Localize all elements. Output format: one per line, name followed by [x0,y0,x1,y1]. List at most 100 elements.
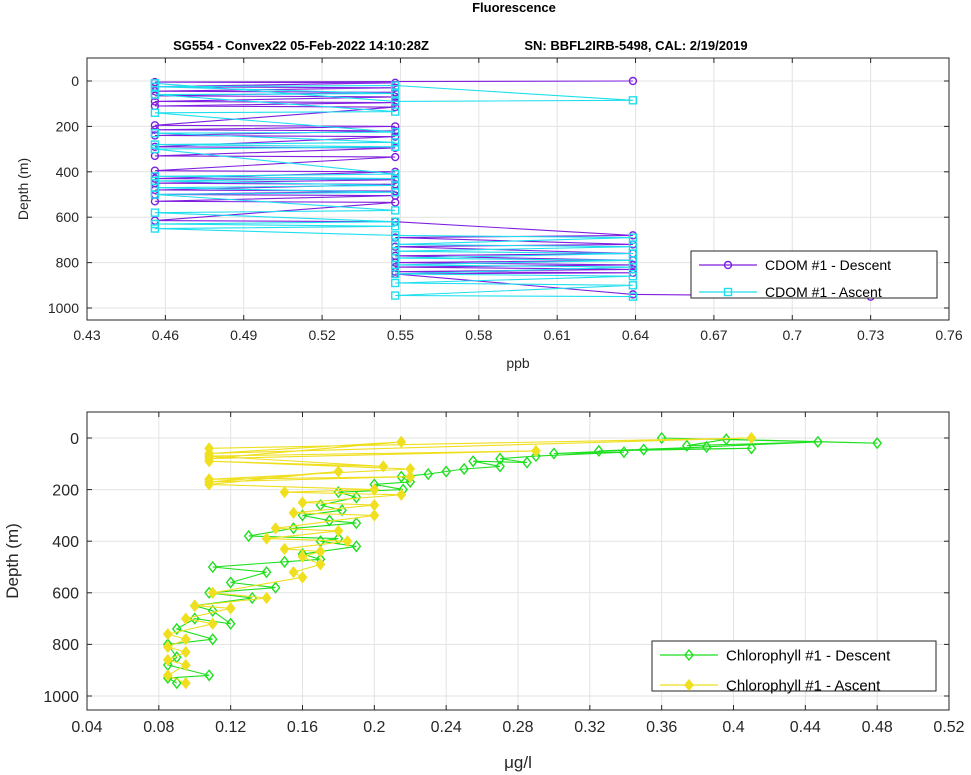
data-point [872,437,883,450]
data-point [391,122,400,131]
data-point [243,529,254,543]
series-line [154,82,633,298]
data-point [225,602,236,615]
legend-marker [684,678,694,692]
data-point [628,76,638,86]
data-point [150,219,160,229]
x-tick-label: 0.24 [431,719,462,736]
data-point [628,272,638,281]
chlorophyll-chart: 0.04 0.08 0.12 0.16 0.2 0.24 0.28 0.32 0.36 0.4 0.… [3,411,965,772]
data-point [638,443,649,456]
x-tick-label: 0.49 [230,327,257,343]
data-point [150,166,160,175]
data-point [225,576,236,589]
data-point [351,491,362,504]
y-tick-label: 400 [52,534,79,551]
figure-subtitle-left: SG554 - Convex22 05-Feb-2022 14:10:28Z [173,38,429,53]
data-point [180,612,191,625]
data-point [288,566,299,579]
data-point [297,509,308,522]
data-point [405,470,416,483]
data-point [162,627,173,641]
data-point [459,462,470,476]
x-tick-label: 0.52 [308,327,335,343]
data-point [207,633,218,646]
data-point [270,581,281,594]
data-point [288,506,299,519]
data-point [396,470,407,483]
data-point [391,169,400,179]
data-point [333,524,344,538]
data-point [204,455,215,468]
axes-frame [86,57,950,321]
data-point [396,488,407,501]
data-point [324,514,335,527]
series-ascent [150,79,638,301]
data-point [162,640,173,654]
y-tick-label: 800 [52,637,79,654]
x-tick-label: 0.43 [73,327,100,343]
data-point [391,142,400,152]
x-tick-label: 0.58 [465,327,492,343]
data-point [522,456,532,469]
data-point [297,550,308,563]
data-point [391,132,400,141]
data-point [162,669,173,682]
x-tick-label: 0.4 [722,719,744,736]
data-point [681,439,692,452]
data-point [297,496,308,509]
data-point [391,291,400,300]
data-point [391,174,400,183]
data-point [495,460,505,473]
data-point [270,522,281,535]
data-point [396,435,407,448]
cdom-chart: 0.43 0.46 0.49 0.52 0.55 0.58 0.61 0.64 0.67 0.7 0… [15,57,963,371]
data-point [180,646,191,659]
data-point [405,475,416,488]
data-point [391,231,400,240]
data-point [150,208,160,217]
x-tick-label: 0.28 [502,719,533,736]
data-point [207,586,218,599]
data-point [150,224,160,233]
data-point [721,433,732,446]
x-tick-label: 0.16 [287,719,318,736]
y-tick-label: 1000 [43,689,79,706]
data-point [468,455,479,468]
data-point [441,465,452,478]
data-point [171,622,182,636]
data-point [628,233,638,242]
x-tick-label: 0.52 [933,719,964,736]
y-axis-label: Depth (m) [3,523,22,599]
data-point [391,138,400,147]
data-point [279,555,290,568]
data-point [150,176,160,186]
data-point [315,545,326,558]
data-point [391,97,400,106]
data-point [150,121,160,130]
data-point [180,658,191,672]
data-point [342,535,353,548]
x-tick-label: 0.08 [143,719,174,736]
data-point [813,435,823,448]
data-point [391,222,400,231]
y-tick-label: 400 [56,164,80,180]
data-point [150,129,160,138]
legend-box [651,640,937,692]
data-point [391,240,400,249]
x-tick-label: 0.32 [574,719,605,736]
legend-label: CDOM #1 - Descent [765,257,891,273]
data-point [207,560,218,574]
data-point [391,107,400,116]
legend: Chlorophyll #1 - Descent Chlorophyll #1 -… [651,640,937,694]
data-point [150,108,160,117]
y-tick-label: 0 [70,431,79,448]
data-point [628,292,638,301]
data-point [593,444,604,458]
x-tick-label: 0.61 [544,327,571,343]
data-point [531,449,541,463]
data-point [391,127,400,137]
data-point [333,465,344,478]
y-tick-label: 600 [56,209,80,225]
